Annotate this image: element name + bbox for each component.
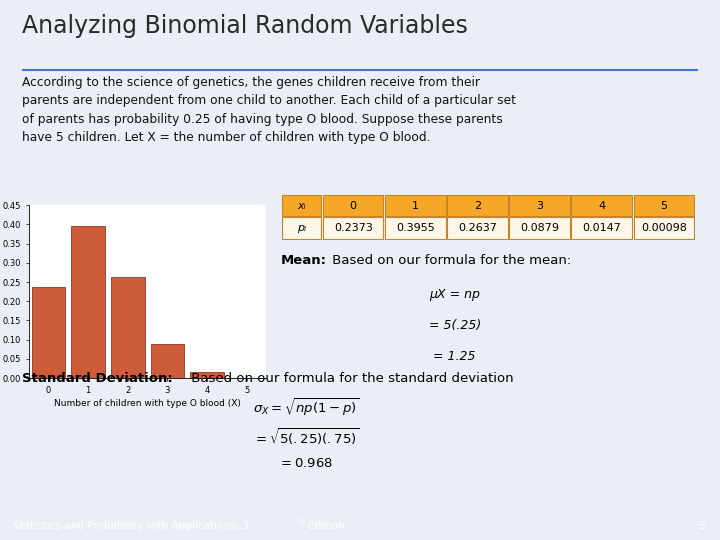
FancyBboxPatch shape xyxy=(385,217,446,239)
Text: rd: rd xyxy=(299,518,306,524)
Text: According to the science of genetics, the genes children receive from their
pare: According to the science of genetics, th… xyxy=(22,76,516,144)
X-axis label: Number of children with type O blood (X): Number of children with type O blood (X) xyxy=(54,399,241,408)
FancyBboxPatch shape xyxy=(572,217,632,239)
Text: 5: 5 xyxy=(660,201,667,211)
FancyBboxPatch shape xyxy=(572,195,632,217)
FancyBboxPatch shape xyxy=(447,195,508,217)
Bar xyxy=(111,276,145,378)
FancyBboxPatch shape xyxy=(509,195,570,217)
Text: = 1.25: = 1.25 xyxy=(433,350,476,363)
Text: 1: 1 xyxy=(412,201,419,211)
FancyBboxPatch shape xyxy=(509,217,570,239)
FancyBboxPatch shape xyxy=(323,217,384,239)
Text: 0.2373: 0.2373 xyxy=(334,223,373,233)
Text: Edition: Edition xyxy=(305,521,345,531)
Text: 0.3955: 0.3955 xyxy=(396,223,435,233)
Text: 4: 4 xyxy=(598,201,606,211)
Text: 0.00098: 0.00098 xyxy=(641,223,687,233)
Text: xᵢ: xᵢ xyxy=(297,201,306,211)
Text: pᵢ: pᵢ xyxy=(297,223,306,233)
Bar xyxy=(32,287,66,378)
FancyBboxPatch shape xyxy=(447,217,508,239)
Bar xyxy=(190,373,224,378)
Text: 0.0879: 0.0879 xyxy=(520,223,559,233)
Bar xyxy=(150,344,184,378)
Text: 2: 2 xyxy=(474,201,481,211)
Text: Statistics and Probability with Applications, 3: Statistics and Probability with Applicat… xyxy=(13,521,249,531)
FancyBboxPatch shape xyxy=(385,195,446,217)
Text: $= 0.968$: $= 0.968$ xyxy=(278,457,333,470)
Text: 0: 0 xyxy=(350,201,356,211)
Text: Mean:: Mean: xyxy=(281,254,327,267)
Text: Analyzing Binomial Random Variables: Analyzing Binomial Random Variables xyxy=(22,14,467,38)
FancyBboxPatch shape xyxy=(323,195,384,217)
FancyBboxPatch shape xyxy=(282,195,321,217)
Text: = 5(.25): = 5(.25) xyxy=(428,319,481,332)
Text: Based on our formula for the mean:: Based on our formula for the mean: xyxy=(328,254,572,267)
Text: Standard Deviation:: Standard Deviation: xyxy=(22,372,172,385)
Text: 5: 5 xyxy=(698,521,706,531)
Text: 3: 3 xyxy=(536,201,543,211)
Text: 0.2637: 0.2637 xyxy=(458,223,497,233)
FancyBboxPatch shape xyxy=(634,195,694,217)
Text: Based on our formula for the standard deviation: Based on our formula for the standard de… xyxy=(187,372,514,385)
Text: $\sigma_X = \sqrt{np(1-p)}$: $\sigma_X = \sqrt{np(1-p)}$ xyxy=(253,396,359,417)
FancyBboxPatch shape xyxy=(282,217,321,239)
Text: $= \sqrt{5(.25)(.75)}$: $= \sqrt{5(.25)(.75)}$ xyxy=(253,427,359,448)
Bar xyxy=(71,226,105,378)
Text: 0.0147: 0.0147 xyxy=(582,223,621,233)
FancyBboxPatch shape xyxy=(634,217,694,239)
Text: μΧ = np: μΧ = np xyxy=(429,287,480,301)
